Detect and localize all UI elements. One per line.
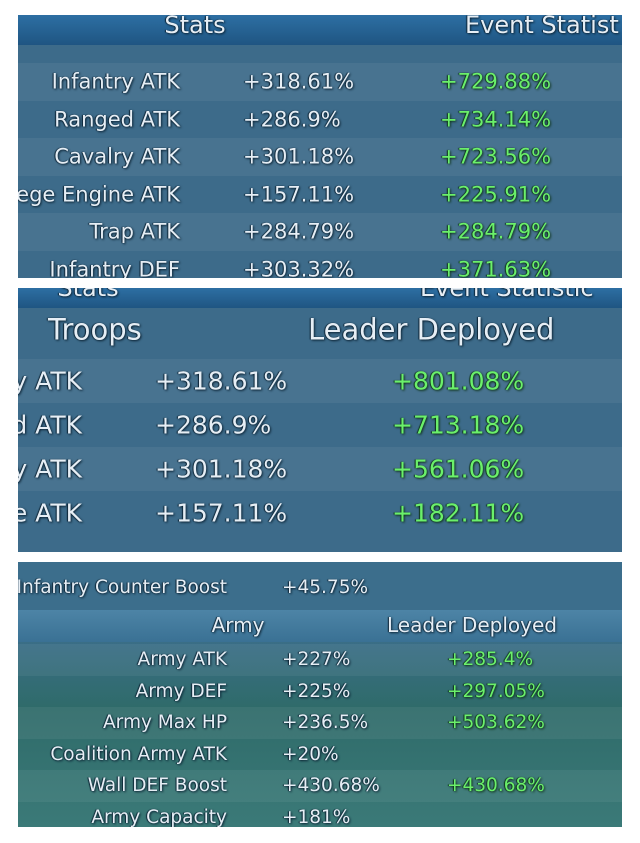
row-stripe <box>18 770 622 802</box>
stat-label: Ranged ATK <box>54 107 180 131</box>
event-value: +503.62% <box>447 711 545 733</box>
event-value: +371.63% <box>440 257 552 279</box>
header-tab: Event Statist <box>465 15 619 39</box>
row-stripe <box>18 359 622 403</box>
stat-value: +301.18% <box>243 144 355 169</box>
stats-panel: Stats Event Statist Infantry ATK +318.61% +7… <box>18 15 622 278</box>
row-stripe <box>18 644 622 676</box>
stat-label: Infantry ATK <box>51 69 180 94</box>
stat-value: +318.61% <box>155 366 288 396</box>
event-value: +225.91% <box>440 182 552 206</box>
header-bar <box>18 288 622 308</box>
stat-label: Wall DEF Boost <box>87 774 227 796</box>
event-value: +182.11% <box>392 498 525 528</box>
column-header: Leader Deployed <box>308 312 555 347</box>
stat-label: Coalition Army ATK <box>50 743 227 765</box>
stat-label: Trap ATK <box>89 219 180 244</box>
event-value: +729.88% <box>440 69 552 94</box>
stat-value: +181% <box>282 806 351 827</box>
event-value: +713.18% <box>392 410 525 440</box>
stat-label: Infantry DEF <box>49 257 180 279</box>
stat-label: Army Max HP <box>103 711 227 733</box>
event-value: +284.79% <box>440 219 552 244</box>
stat-value: +318.61% <box>243 69 355 94</box>
stat-label: d ATK <box>18 410 82 440</box>
army-panel: Army Leader Deployed Infantry Counter Boos… <box>18 562 622 827</box>
stat-value: +430.68% <box>282 774 380 796</box>
stat-value: +286.9% <box>155 410 272 440</box>
stat-value: +225% <box>282 680 351 702</box>
stat-value: +286.9% <box>243 107 341 131</box>
column-header-bar <box>18 610 622 642</box>
stat-label: y ATK <box>18 454 82 484</box>
stat-label: Cavalry ATK <box>54 144 180 169</box>
stat-label: Army DEF <box>135 680 227 702</box>
stat-value: +284.79% <box>243 219 355 244</box>
stats-panel: Stats Event Statistic Troops Leader Deploye… <box>18 288 622 552</box>
event-value: +723.56% <box>440 144 552 169</box>
header-tab: Event Statistic <box>420 288 594 302</box>
stat-value: +236.5% <box>282 711 369 733</box>
header-tab: Stats <box>164 15 226 39</box>
stat-label: y ATK <box>18 366 82 396</box>
row-stripe <box>18 707 622 739</box>
stat-label: ege Engine ATK <box>18 182 180 206</box>
column-header: Army <box>211 613 265 637</box>
event-value: +801.08% <box>392 366 525 396</box>
event-value: +430.68% <box>447 774 545 796</box>
stat-value: +227% <box>282 648 351 670</box>
header-bar <box>18 15 622 45</box>
stat-label: Army ATK <box>137 648 227 670</box>
row-stripe <box>18 447 622 491</box>
event-value: +734.14% <box>440 107 552 131</box>
event-value: +561.06% <box>392 454 525 484</box>
stat-value: +20% <box>282 743 339 765</box>
stat-value: +45.75% <box>282 576 369 598</box>
column-header: Leader Deployed <box>387 613 557 637</box>
stat-label: Army Capacity <box>91 806 227 827</box>
stat-value: +303.32% <box>243 257 355 279</box>
column-header: Troops <box>48 312 142 347</box>
event-value: +285.4% <box>447 648 534 670</box>
stat-value: +157.11% <box>155 498 288 528</box>
row-stripe <box>18 63 622 101</box>
row-stripe <box>18 138 622 176</box>
stat-value: +301.18% <box>155 454 288 484</box>
event-value: +297.05% <box>447 680 545 702</box>
stat-label: e ATK <box>18 498 82 528</box>
row-stripe <box>18 213 622 251</box>
stat-value: +157.11% <box>243 182 355 206</box>
header-tab: Stats <box>57 288 119 302</box>
stat-label: Infantry Counter Boost <box>18 576 227 598</box>
